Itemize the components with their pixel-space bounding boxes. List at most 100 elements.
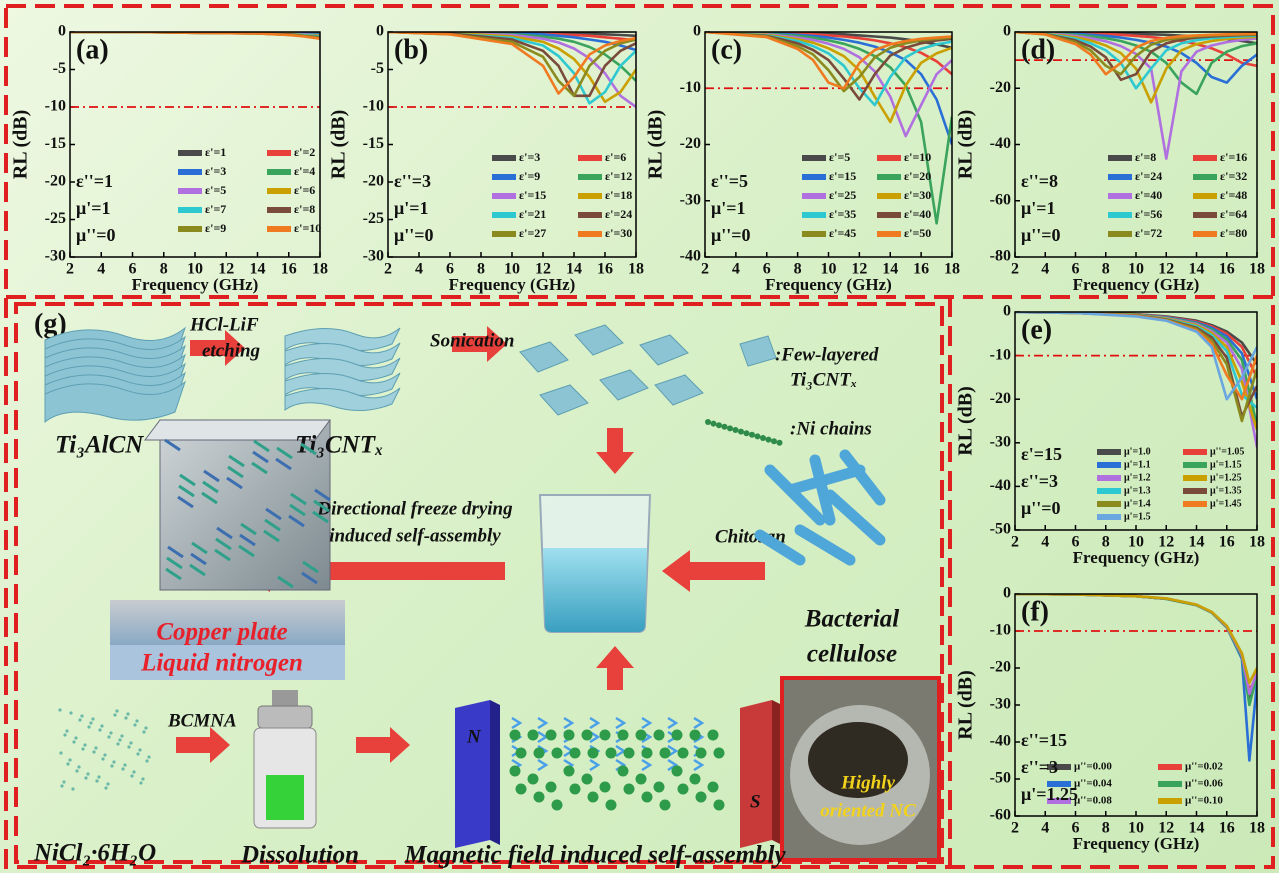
x-tick-label: 2 [66, 261, 74, 278]
salt-grain [78, 718, 82, 722]
plot-frame [1014, 31, 1258, 258]
y-tick-label: -5 [53, 60, 66, 77]
salt-grain [100, 724, 104, 728]
annotation: ε''=15 [1021, 730, 1067, 750]
ni-particle [713, 747, 725, 759]
y-tick-label: -20 [680, 135, 701, 152]
salt-grain [107, 735, 111, 739]
x-axis-title: Frequency (GHz) [132, 275, 259, 294]
pole-label: N [466, 726, 482, 747]
salt-grain [109, 731, 113, 735]
x-tick-label: 8 [1102, 261, 1110, 278]
copper-plate [110, 600, 345, 645]
ni-particle [563, 765, 575, 777]
cellulose-rod [809, 454, 836, 526]
x-tick-label: 18 [628, 261, 644, 278]
chart-panel: 0 -10 -20 -30 -402 4 6 8 10 12 14 16 18 Frequency (GH… [645, 23, 960, 294]
cellulose-rod [764, 464, 826, 526]
salt-grain [121, 767, 125, 771]
arrow [662, 550, 765, 592]
fiber [277, 575, 294, 589]
ni-particle [569, 747, 581, 759]
salt-grain [97, 775, 101, 779]
series-line [1015, 594, 1257, 692]
field-chevron [693, 716, 705, 730]
legend-label: μ'=1.35 [1210, 485, 1242, 496]
salt-grain [106, 782, 110, 786]
x-tick-label: 10 [1128, 534, 1144, 551]
salt-grain [130, 774, 134, 778]
material-label: Ti₃AlCN [55, 432, 144, 459]
plot-frame [1014, 311, 1258, 531]
arrow [176, 727, 230, 763]
series-line [388, 32, 636, 95]
photo-label: Highly [840, 772, 895, 793]
ni-chain-bead [760, 435, 766, 441]
salt-grain [113, 713, 117, 717]
salt-grain [110, 764, 114, 768]
ni-chain-bead [776, 439, 783, 446]
cellulose-rod [754, 529, 806, 566]
salt-grain [62, 780, 66, 784]
plot-frame [387, 31, 637, 258]
x-tick-label: 2 [1011, 820, 1019, 837]
legend-label: μ''=0.02 [1185, 761, 1223, 773]
ni-chain-bead [732, 427, 739, 433]
cellulose-rod [839, 449, 886, 506]
ni-particle [659, 747, 671, 759]
legend-label: μ''=0.08 [1074, 795, 1112, 807]
ni-chain-bead [754, 433, 761, 440]
salt-grain [89, 721, 93, 725]
legend-label: ε'=45 [829, 226, 856, 240]
y-tick-label: -15 [45, 135, 66, 152]
magnet-s-side [772, 700, 782, 845]
ni-chain-bead [705, 419, 711, 425]
ni-particle [617, 729, 629, 741]
x-tick-label: 10 [1128, 261, 1144, 278]
series-line [1015, 594, 1257, 685]
y-tick-label: -10 [680, 79, 701, 96]
panel-label: (e) [1021, 314, 1052, 345]
legend-label: μ''=0.06 [1185, 778, 1223, 790]
ni-particle [509, 765, 521, 777]
x-tick-label: 16 [281, 261, 297, 278]
series-line [705, 32, 952, 107]
salt-grain [135, 719, 139, 723]
chart-panel: 0 -5 -10 -15 -20 -25 -302 4 6 8 10 12 14 16 18 Frequenc… [10, 23, 328, 294]
mxene-sheet [284, 342, 401, 366]
chart-panel: 0 -5 -10 -15 -20 -25 -302 4 6 8 10 12 14 16 18 Frequenc… [328, 23, 644, 294]
annotation: ε''=8 [1021, 171, 1058, 191]
y-tick-label: -40 [680, 248, 701, 265]
x-tick-label: 18 [944, 261, 960, 278]
annotation: μ''=0 [1021, 225, 1060, 245]
salt-grain [120, 734, 124, 738]
salt-grain [118, 738, 122, 742]
step-label: induced self-assembly [329, 525, 501, 546]
salt-grain [71, 787, 75, 791]
x-tick-label: 14 [566, 261, 582, 278]
legend-label: ε'=30 [904, 188, 931, 202]
ni-particle [527, 729, 539, 741]
annotation: μ''=0 [1021, 498, 1060, 518]
ni-particle [509, 729, 521, 741]
ni-particle [695, 791, 707, 803]
fiber [263, 529, 280, 543]
annotation: μ'=1 [394, 198, 428, 218]
x-tick-label: 16 [1219, 534, 1235, 551]
arrow [596, 428, 634, 474]
annotation: μ'=1 [711, 198, 745, 218]
legend-label: ε'=25 [829, 188, 856, 202]
legend-label: ε'=32 [1220, 169, 1247, 183]
salt-grain [124, 716, 128, 720]
salt-grain [75, 769, 79, 773]
y-tick-label: -25 [45, 210, 66, 227]
fiber [238, 544, 255, 558]
series-line [705, 32, 952, 124]
field-chevron [563, 716, 575, 730]
salt-grain [65, 729, 69, 733]
annotation: ε''=5 [711, 171, 748, 191]
legend-label: ε'=64 [1220, 207, 1247, 221]
x-axis-title: Frequency (GHz) [765, 275, 892, 294]
salt-grain [63, 733, 67, 737]
x-tick-label: 8 [477, 261, 485, 278]
